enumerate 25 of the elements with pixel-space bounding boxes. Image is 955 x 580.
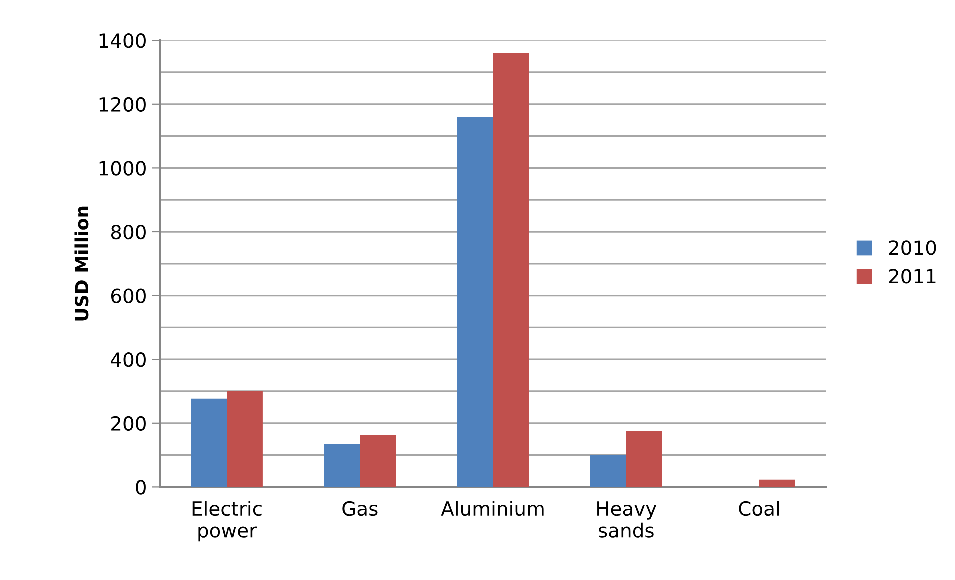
- bar: [191, 398, 228, 488]
- y-tick-label: 200: [112, 416, 146, 432]
- x-tick-label: Aluminium: [441, 501, 544, 516]
- y-tick-label: 1000: [100, 161, 146, 176]
- legend-label: 2010: [889, 240, 936, 256]
- x-tick-label: Gas: [342, 501, 378, 516]
- bar: [227, 392, 263, 488]
- y-tick-label: 800: [111, 224, 146, 240]
- y-tick-label: 1200: [100, 97, 146, 112]
- y-tick-label: 1400: [100, 34, 146, 48]
- bar: [760, 480, 796, 488]
- bar: [493, 53, 530, 488]
- bar: [590, 455, 626, 488]
- bar: [360, 435, 396, 488]
- bar: [626, 431, 662, 488]
- legend-label: 2011: [889, 269, 936, 284]
- bar: [324, 444, 360, 488]
- y-tick-label: 400: [111, 352, 146, 368]
- x-tick-label: Electric power: [192, 501, 262, 542]
- y-tick-label: 0: [136, 480, 146, 495]
- x-tick-label: Coal: [739, 501, 780, 516]
- x-tick-label: Heavy sands: [598, 502, 657, 538]
- y-tick-label: 600: [111, 288, 146, 304]
- y-axis-title: USD Million: [74, 206, 89, 321]
- bar: [457, 117, 494, 488]
